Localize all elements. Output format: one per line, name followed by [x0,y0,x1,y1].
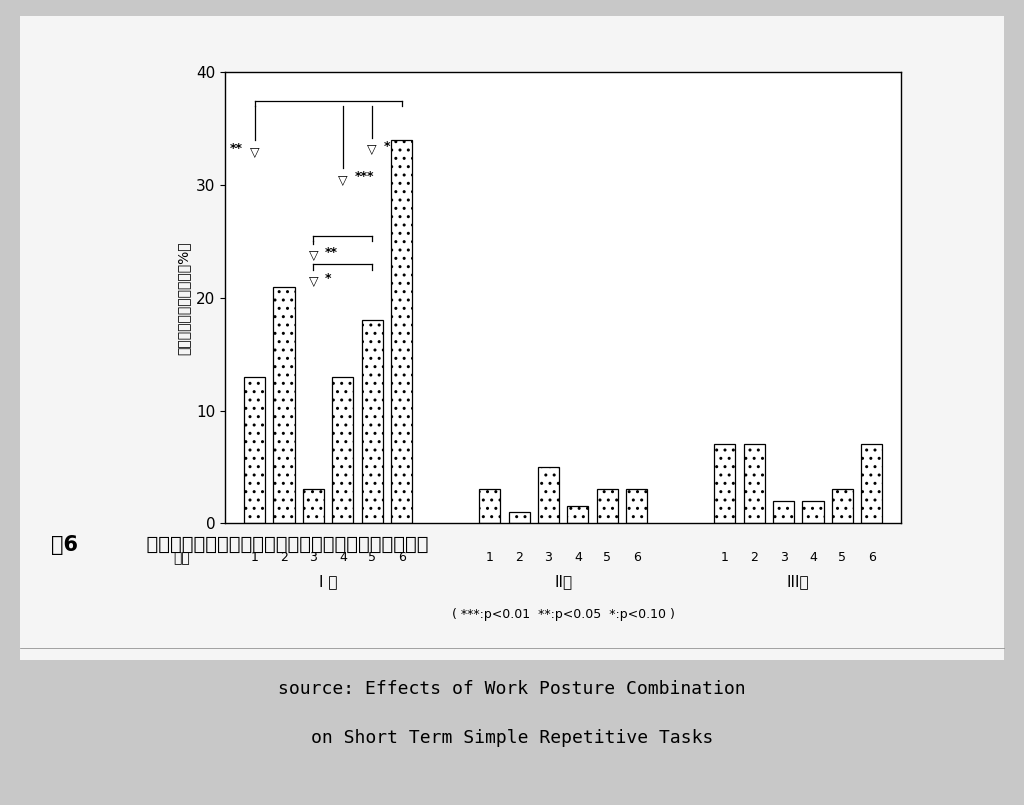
Text: 図6: 図6 [51,535,78,555]
Bar [332,377,353,523]
Bar [714,444,735,523]
Text: 3: 3 [545,551,552,564]
Bar [861,444,883,523]
Text: 1: 1 [485,551,494,564]
Text: ( ***:p<0.01  **:p<0.05  *:p<0.10 ): ( ***:p<0.01 **:p<0.05 *:p<0.10 ) [452,608,675,621]
Bar [479,489,501,523]
Text: 5: 5 [369,551,376,564]
Bar [391,140,413,523]
Bar [831,489,853,523]
Text: 4: 4 [809,551,817,564]
Text: ***: *** [354,171,374,184]
Text: 1: 1 [721,551,729,564]
Text: 5: 5 [839,551,847,564]
Text: 6: 6 [397,551,406,564]
Text: 4: 4 [574,551,582,564]
Text: 6: 6 [633,551,641,564]
Y-axis label: 疲労自覚症状の訴え率（%）: 疲労自覚症状の訴え率（%） [176,241,190,355]
Text: 4: 4 [339,551,347,564]
Bar [773,501,795,523]
Bar [567,506,589,523]
Text: ▽: ▽ [308,275,318,288]
Bar [597,489,617,523]
Text: **: ** [230,142,243,155]
Bar [303,489,324,523]
Text: ▽: ▽ [338,174,347,187]
Text: *: * [326,272,332,285]
Bar [509,512,529,523]
Text: ▽: ▽ [368,143,377,156]
Bar [244,377,265,523]
Text: source: Effects of Work Posture Combination: source: Effects of Work Posture Combinat… [279,680,745,698]
Text: 作業後における疲労自覚症状しらべの症状群別訴え率: 作業後における疲労自覚症状しらべの症状群別訴え率 [133,535,429,555]
Text: 6: 6 [867,551,876,564]
Text: **: ** [326,246,338,259]
Text: 3: 3 [309,551,317,564]
Text: III群: III群 [787,574,810,589]
Text: on Short Term Simple Repetitive Tasks: on Short Term Simple Repetitive Tasks [311,729,713,746]
Text: 2: 2 [751,551,758,564]
Text: 2: 2 [515,551,523,564]
Text: ▽: ▽ [250,146,259,159]
Text: 3: 3 [779,551,787,564]
Bar [538,467,559,523]
Text: 条件: 条件 [173,551,190,565]
Text: II群: II群 [554,574,572,589]
Text: ▽: ▽ [308,250,318,262]
Bar [803,501,823,523]
Text: I 群: I 群 [318,574,337,589]
Bar [273,287,295,523]
Text: 2: 2 [281,551,288,564]
Bar [743,444,765,523]
Bar [626,489,647,523]
Text: 5: 5 [603,551,611,564]
Text: 1: 1 [251,551,259,564]
Bar [361,320,383,523]
Text: *: * [384,140,390,153]
